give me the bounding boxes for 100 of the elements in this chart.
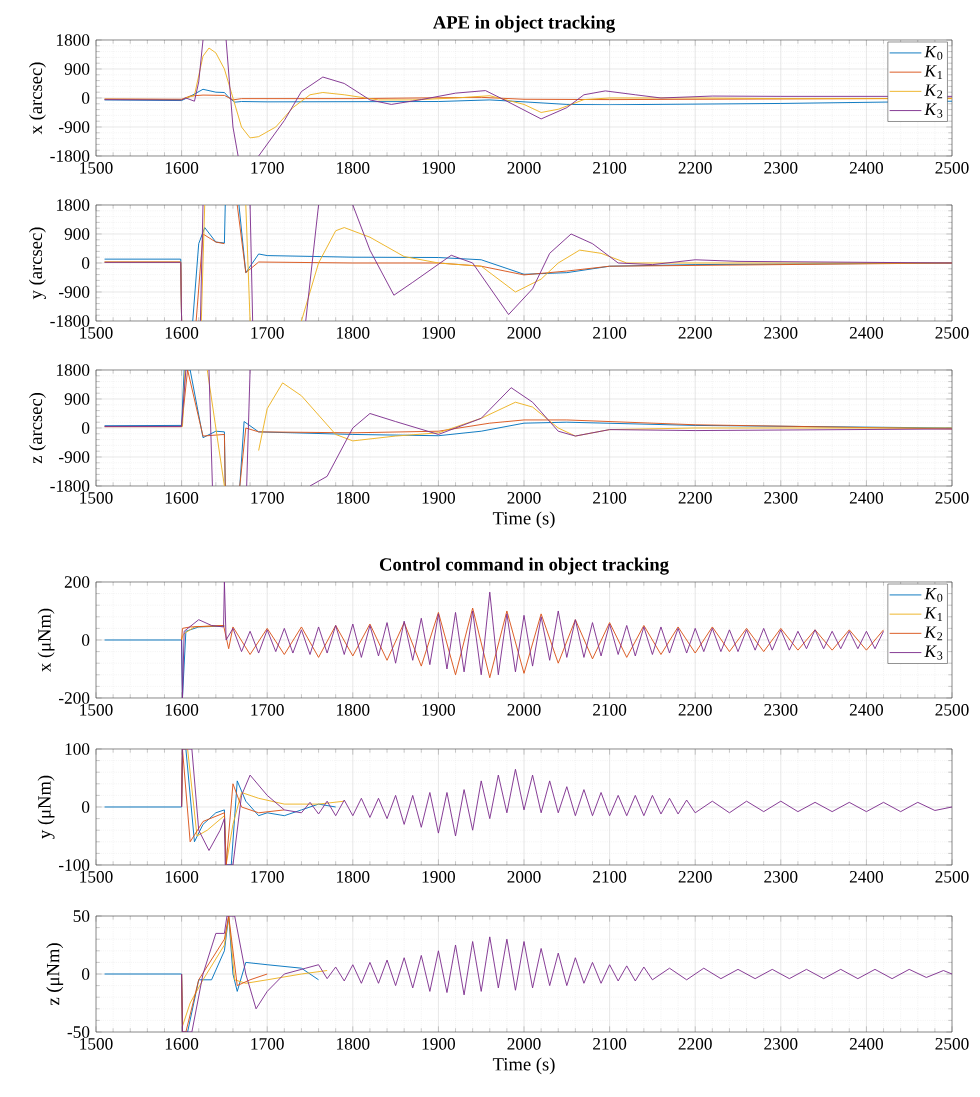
y-tick-label: 50 — [73, 910, 90, 922]
x-tick-label: 1600 — [165, 162, 199, 174]
legend-label: K$_{3}$ — [924, 645, 943, 660]
x-tick-label: 2300 — [764, 871, 798, 883]
x-tick-label: 1600 — [165, 327, 199, 339]
legend-label: K$_{3}$ — [924, 103, 943, 118]
x-tick-label: 2400 — [849, 704, 884, 716]
legend-label: K$_{1}$ — [924, 607, 943, 621]
y-axis-title: x (μNm) — [37, 608, 55, 672]
x-tick-label: 1900 — [422, 327, 456, 339]
legend-label: K$_{0}$ — [924, 45, 943, 60]
x-tick-label: 1500 — [80, 492, 113, 504]
y-tick-label: 900 — [64, 393, 90, 405]
chart-title: APE in object tracking — [433, 15, 615, 33]
y-tick-label: 0 — [82, 422, 90, 434]
y-axis-title: y (arcsec) — [28, 227, 46, 300]
x-tick-label: 2200 — [678, 162, 712, 174]
line-series — [181, 916, 953, 1032]
x-tick-label: 1700 — [251, 1038, 284, 1050]
x-tick-label: 2400 — [849, 871, 884, 883]
x-tick-label: 2400 — [849, 1038, 884, 1050]
y-tick-label: 100 — [65, 743, 90, 755]
x-tick-label: 1700 — [251, 492, 284, 504]
x-tick-label: 1800 — [337, 871, 370, 883]
x-tick-label: 1800 — [337, 327, 370, 339]
x-tick-label: 1700 — [251, 162, 284, 174]
x-tick-label: 2300 — [764, 492, 798, 504]
y-tick-label: -1800 — [50, 150, 90, 162]
x-tick-label: 1900 — [422, 492, 456, 504]
x-tick-label: 2500 — [935, 704, 969, 716]
x-tick-label: 1800 — [337, 704, 370, 716]
x-tick-label: 2300 — [764, 704, 798, 716]
legend-label: K$_{1}$ — [924, 65, 943, 79]
x-tick-label: 1900 — [422, 162, 456, 174]
x-axis-title: Time (s) — [492, 1057, 555, 1075]
x-tick-label: 2100 — [593, 704, 627, 716]
y-tick-label: 0 — [82, 968, 90, 980]
y-tick-label: 0 — [82, 634, 90, 646]
y-tick-label: 200 — [64, 576, 90, 588]
x-tick-label: 2000 — [507, 492, 541, 504]
x-tick-label: 2300 — [764, 1038, 798, 1050]
x-tick-label: 1600 — [165, 492, 199, 504]
x-tick-label: 1900 — [422, 1038, 456, 1050]
x-tick-label: 2400 — [849, 162, 884, 174]
x-tick-label: 2000 — [507, 871, 541, 883]
x-tick-label: 2400 — [849, 327, 884, 339]
line-series — [181, 748, 953, 865]
x-tick-label: 2400 — [849, 492, 884, 504]
x-tick-label: 2000 — [507, 1038, 541, 1050]
y-tick-label: -200 — [58, 692, 90, 704]
y-tick-label: 1800 — [56, 34, 90, 46]
line-series — [181, 581, 884, 698]
x-tick-label: 1800 — [337, 492, 370, 504]
x-tick-label: 1900 — [422, 871, 456, 883]
y-tick-label: -1800 — [50, 480, 90, 492]
y-tick-label: -900 — [58, 451, 90, 463]
x-tick-label: 2100 — [593, 327, 627, 339]
y-tick-label: 0 — [82, 92, 90, 104]
y-tick-label: 0 — [82, 801, 90, 813]
x-tick-label: 1600 — [165, 704, 199, 716]
x-tick-label: 2100 — [593, 492, 627, 504]
y-tick-label: 900 — [64, 228, 90, 240]
y-axis-title: z (arcsec) — [29, 392, 46, 464]
x-tick-label: 2000 — [507, 162, 541, 174]
y-axis-title: x (arcsec) — [29, 62, 46, 135]
y-tick-label: 1800 — [56, 199, 90, 211]
x-tick-label: 2500 — [935, 1038, 969, 1050]
x-tick-label: 1700 — [251, 704, 284, 716]
x-tick-label: 1500 — [80, 327, 113, 339]
x-tick-label: 2100 — [593, 871, 627, 883]
x-tick-label: 1600 — [165, 871, 199, 883]
y-tick-label: -100 — [58, 859, 90, 871]
x-tick-label: 2500 — [935, 162, 969, 174]
x-tick-label: 2500 — [935, 492, 969, 504]
x-tick-label: 2100 — [593, 1038, 627, 1050]
x-tick-label: 2200 — [678, 327, 712, 339]
x-tick-label: 1800 — [337, 162, 370, 174]
chart-title: Control command in object tracking — [379, 557, 669, 575]
x-tick-label: 2500 — [935, 327, 969, 339]
x-tick-label: 2000 — [507, 327, 541, 339]
x-tick-label: 2200 — [678, 704, 712, 716]
y-tick-label: -900 — [58, 121, 90, 133]
x-tick-label: 2300 — [764, 162, 798, 174]
x-tick-label: 2500 — [935, 871, 969, 883]
y-tick-label: -900 — [58, 286, 90, 298]
y-axis-title: y (μNm) — [37, 775, 55, 839]
x-tick-label: 1900 — [422, 704, 456, 716]
x-tick-label: 2200 — [678, 1038, 712, 1050]
x-tick-label: 1700 — [251, 327, 284, 339]
x-tick-label: 1500 — [80, 704, 113, 716]
x-tick-label: 1800 — [337, 1038, 370, 1050]
x-tick-label: 1600 — [165, 1038, 199, 1050]
y-axis-title: z (μNm) — [46, 943, 64, 1006]
x-axis-title: Time (s) — [492, 511, 555, 529]
y-tick-label: 1800 — [56, 364, 90, 376]
x-tick-label: 2200 — [678, 871, 712, 883]
y-tick-label: -1800 — [50, 315, 90, 327]
x-tick-label: 1500 — [80, 162, 113, 174]
line-series — [181, 607, 884, 679]
x-tick-label: 2000 — [507, 704, 541, 716]
